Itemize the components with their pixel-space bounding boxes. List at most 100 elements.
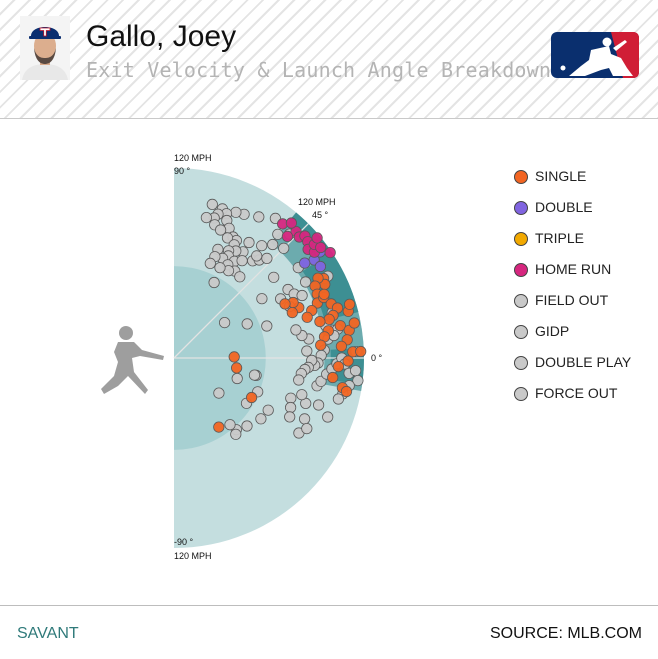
legend-dot-gidp	[514, 325, 528, 339]
point-out-101	[301, 345, 313, 357]
point-home-run-12	[324, 247, 336, 259]
point-out-84	[230, 428, 242, 440]
point-out-76	[322, 411, 334, 423]
point-home-run-8	[311, 232, 323, 244]
point-out-87	[284, 411, 296, 423]
point-single-18	[327, 371, 339, 384]
point-out-15	[221, 232, 234, 244]
point-out-70	[352, 374, 364, 387]
point-out-30	[236, 255, 248, 267]
footer-source-label: SOURCE: MLB.COM	[489, 625, 642, 642]
point-home-run-11	[285, 217, 297, 229]
annotation-zero-angle: 0 °	[371, 353, 383, 363]
point-out-91	[219, 317, 231, 329]
point-single-30	[315, 339, 327, 351]
point-single-10	[323, 313, 335, 325]
point-single-28	[286, 307, 298, 319]
point-out-27	[234, 271, 246, 283]
point-out-36	[278, 242, 290, 254]
point-out-105	[224, 419, 236, 431]
point-out-82	[241, 420, 253, 432]
legend-dot-field-out	[514, 294, 528, 308]
point-single-31	[348, 317, 360, 329]
point-single-22	[314, 316, 326, 328]
footer-savant-label: SAVANT	[17, 625, 79, 642]
point-out-79	[301, 422, 313, 435]
legend-dot-force-out	[514, 387, 528, 401]
point-out-86	[284, 401, 297, 414]
point-out-80	[262, 404, 274, 416]
point-out-45	[296, 289, 308, 302]
point-single-39	[343, 298, 356, 310]
point-out-92	[231, 372, 243, 385]
legend-label-force-out: FORCE OUT	[535, 385, 618, 401]
point-single-38	[318, 288, 330, 300]
point-out-12	[215, 224, 227, 236]
point-single-11	[334, 320, 346, 332]
legend-dot-double	[514, 201, 528, 215]
point-out-42	[268, 271, 280, 283]
legend-label-home-run: HOME RUN	[535, 261, 612, 277]
annotation-top-angle: 90 °	[174, 166, 191, 176]
legend-label-field-out: FIELD OUT	[535, 292, 609, 308]
legend-label-gidp: GIDP	[535, 323, 570, 339]
annotation-mid-angle: 45 °	[312, 210, 329, 220]
point-single-14	[335, 340, 347, 352]
legend-dot-single	[514, 170, 528, 184]
annotation-top-speed: 120 MPH	[174, 153, 212, 163]
point-out-2	[230, 206, 242, 218]
point-single-34	[228, 351, 240, 363]
point-out-0	[253, 211, 265, 223]
point-single-37	[213, 421, 225, 433]
point-out-41	[251, 250, 263, 262]
point-out-96	[256, 293, 268, 305]
point-out-94	[261, 320, 273, 332]
point-home-run-7	[315, 241, 327, 254]
point-out-33	[261, 252, 273, 264]
point-out-60	[293, 374, 305, 386]
point-out-95	[241, 318, 253, 330]
point-single-33	[355, 345, 367, 358]
point-single-27	[279, 298, 291, 310]
mlb-logo-icon	[551, 32, 639, 78]
point-out-73	[332, 393, 344, 405]
point-out-29	[214, 262, 226, 274]
point-out-98	[204, 257, 216, 269]
legend-dot-home-run	[514, 263, 528, 277]
legend-label-triple: TRIPLE	[535, 230, 585, 246]
texas-rangers-t-icon	[39, 27, 51, 37]
point-out-35	[267, 238, 279, 251]
point-single-35	[231, 362, 243, 374]
point-out-77	[298, 413, 311, 425]
legend-dot-double-play	[514, 356, 528, 370]
point-double-1	[314, 260, 326, 273]
point-out-46	[299, 276, 312, 288]
player-avatar	[20, 16, 70, 80]
scatter-points	[200, 198, 367, 440]
point-out-106	[248, 369, 261, 381]
point-out-104	[290, 324, 302, 336]
point-out-9	[200, 212, 212, 224]
point-out-40	[243, 236, 255, 249]
player-name: Gallo, Joey	[86, 20, 237, 53]
legend-label-double: DOUBLE	[535, 199, 593, 215]
point-single-17	[332, 361, 344, 373]
annotation-bottom-angle: -90 °	[174, 537, 194, 547]
point-single-16	[342, 355, 354, 367]
point-single-24	[301, 311, 313, 323]
point-out-69	[349, 365, 362, 377]
point-out-88	[296, 389, 308, 401]
point-single-20	[340, 385, 353, 398]
point-single-36	[246, 391, 258, 404]
chart-subtitle: Exit Velocity & Launch Angle Breakdown	[86, 58, 550, 82]
point-out-34	[256, 240, 268, 252]
point-out-85	[285, 392, 297, 404]
point-home-run-10	[281, 230, 293, 243]
point-out-93	[213, 387, 225, 399]
footer: SAVANT SOURCE: MLB.COM	[0, 605, 658, 659]
legend-label-double-play: DOUBLE PLAY	[535, 354, 632, 370]
chart-zones	[173, 168, 364, 548]
legend-label-single: SINGLE	[535, 168, 587, 184]
point-out-4	[206, 198, 218, 211]
point-double-3	[299, 257, 311, 269]
